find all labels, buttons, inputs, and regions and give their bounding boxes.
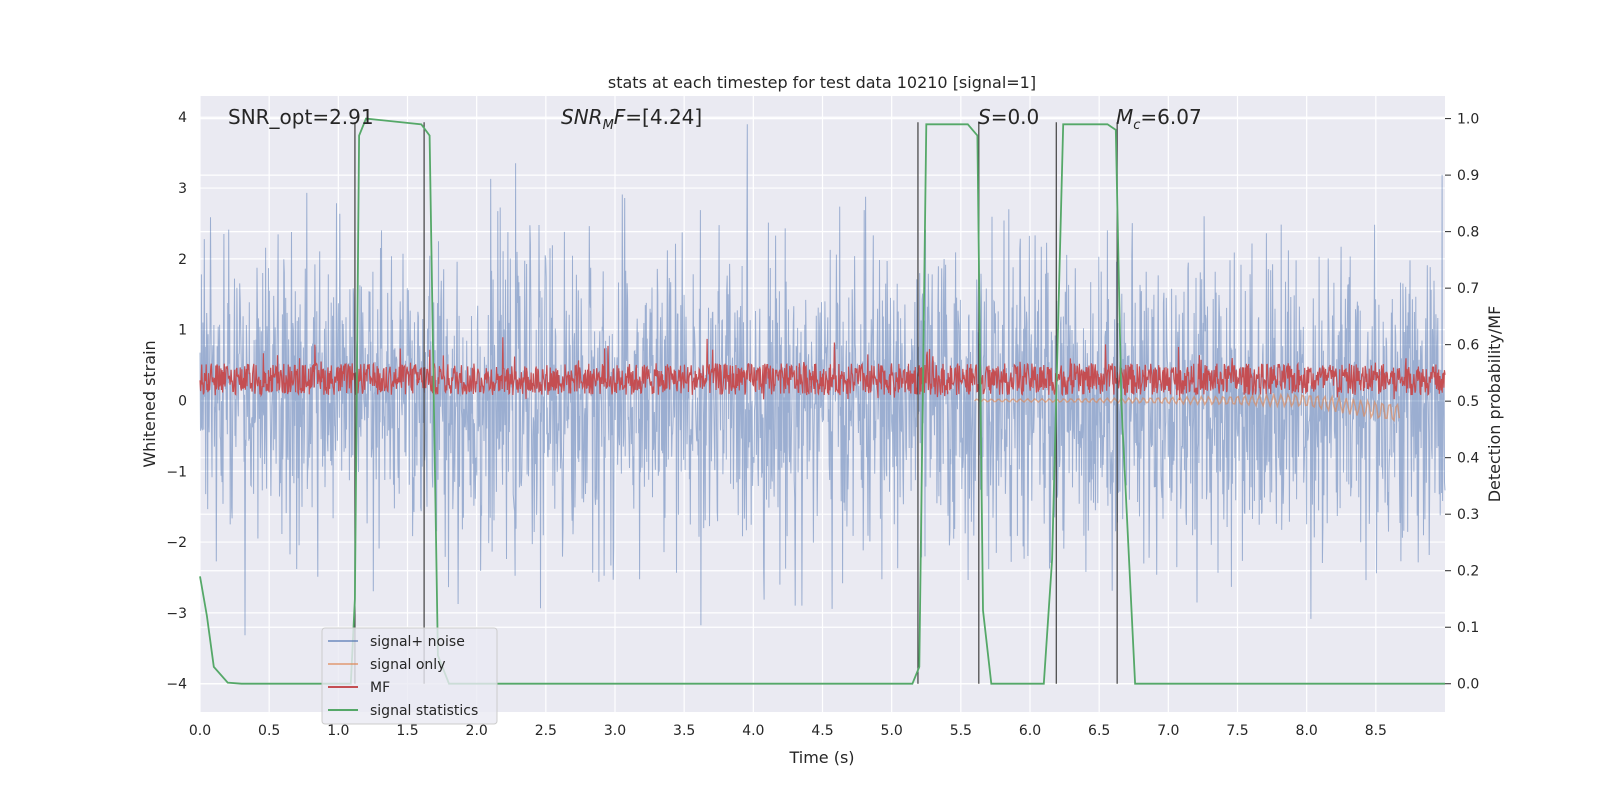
legend-label-signal-only: signal only: [370, 657, 445, 673]
x-tick-label: 1.0: [327, 723, 349, 739]
y-tick-label-right: 0.0: [1457, 677, 1479, 693]
y-tick-label-right: 0.1: [1457, 620, 1479, 636]
x-tick-label: 7.5: [1226, 723, 1248, 739]
annotation-mc: Mc=6.07: [1116, 105, 1202, 133]
x-tick-label: 8.5: [1365, 723, 1387, 739]
annotation-mc-value: =6.07: [1140, 105, 1201, 129]
y-tick-label-right: 0.7: [1457, 281, 1479, 297]
signal-only-line: [974, 392, 1401, 423]
y-tick-label: −1: [166, 464, 187, 480]
y-tick-label-right: 0.8: [1457, 225, 1479, 241]
y-tick-label: 1: [178, 323, 187, 339]
series-signal-noise: [199, 124, 1446, 636]
x-tick-label: 3.5: [673, 723, 695, 739]
y-tick-label-right: 0.3: [1457, 507, 1479, 523]
y-tick-label-right: 0.6: [1457, 338, 1479, 354]
y-tick-label: 2: [178, 252, 187, 268]
y-ticks-left: −4 −3 −2 −1 0 1 2 3 4: [166, 110, 187, 692]
y-axis-label-right: Detection probability/MF: [1485, 306, 1504, 503]
x-tick-label: 0.5: [258, 723, 280, 739]
y-tick-label-right: 1.0: [1457, 112, 1479, 128]
x-axis-label: Time (s): [788, 748, 854, 767]
y-axis-label-left: Whitened strain: [140, 340, 159, 467]
y-ticks-right: 0.0 0.1 0.2 0.3 0.4 0.5 0.6 0.7 0.8 0.9 1.0: [1445, 112, 1479, 693]
x-tick-label: 1.5: [396, 723, 418, 739]
x-tick-label: 4.0: [742, 723, 764, 739]
y-tick-label: 3: [178, 181, 187, 197]
y-tick-label-right: 0.5: [1457, 394, 1479, 410]
annotation-s: S=0.0: [978, 105, 1039, 129]
x-tick-label: 2.5: [535, 723, 557, 739]
y-tick-label: −4: [166, 677, 187, 693]
x-tick-label: 0.0: [189, 723, 211, 739]
annotation-snr-mf-value: =[4.24]: [625, 105, 702, 129]
y-tick-label-right: 0.4: [1457, 451, 1479, 467]
y-tick-label: −2: [166, 535, 187, 551]
x-tick-label: 2.0: [466, 723, 488, 739]
legend: signal+ noise signal only MF signal stat…: [321, 627, 498, 725]
x-ticks: 0.0 0.5 1.0 1.5 2.0 2.5 3.0 3.5 4.0 4.5 5.0 5.5 6.0 6…: [189, 723, 1387, 739]
chart-title: stats at each timestep for test data 102…: [608, 73, 1036, 92]
y-tick-label: 0: [178, 393, 187, 409]
x-tick-label: 5.0: [881, 723, 903, 739]
x-tick-label: 7.0: [1157, 723, 1179, 739]
series-mf: [199, 337, 1446, 401]
legend-label-mf: MF: [370, 680, 390, 696]
y-tick-label: −3: [166, 606, 187, 622]
x-tick-label: 5.5: [950, 723, 972, 739]
y-tick-label-right: 0.2: [1457, 564, 1479, 580]
legend-label-signal-statistics: signal statistics: [370, 703, 478, 719]
x-tick-label: 6.0: [1019, 723, 1041, 739]
annotation-s-value: =0.0: [991, 105, 1040, 129]
legend-box: [321, 627, 498, 725]
mf-line: [199, 337, 1446, 401]
y-tick-label-right: 0.9: [1457, 168, 1479, 184]
x-tick-label: 4.5: [811, 723, 833, 739]
series-signal-only: [974, 392, 1401, 423]
annotation-snr-mf: SNRMF=[4.24]: [561, 105, 702, 133]
x-tick-label: 3.0: [604, 723, 626, 739]
annotation-snr-opt: SNR_opt=2.91: [228, 105, 374, 129]
signal-noise-line: [199, 124, 1446, 636]
x-tick-label: 8.0: [1296, 723, 1318, 739]
legend-label-signal-noise: signal+ noise: [370, 634, 465, 650]
y-tick-label: 4: [178, 110, 187, 126]
x-tick-label: 6.5: [1088, 723, 1110, 739]
